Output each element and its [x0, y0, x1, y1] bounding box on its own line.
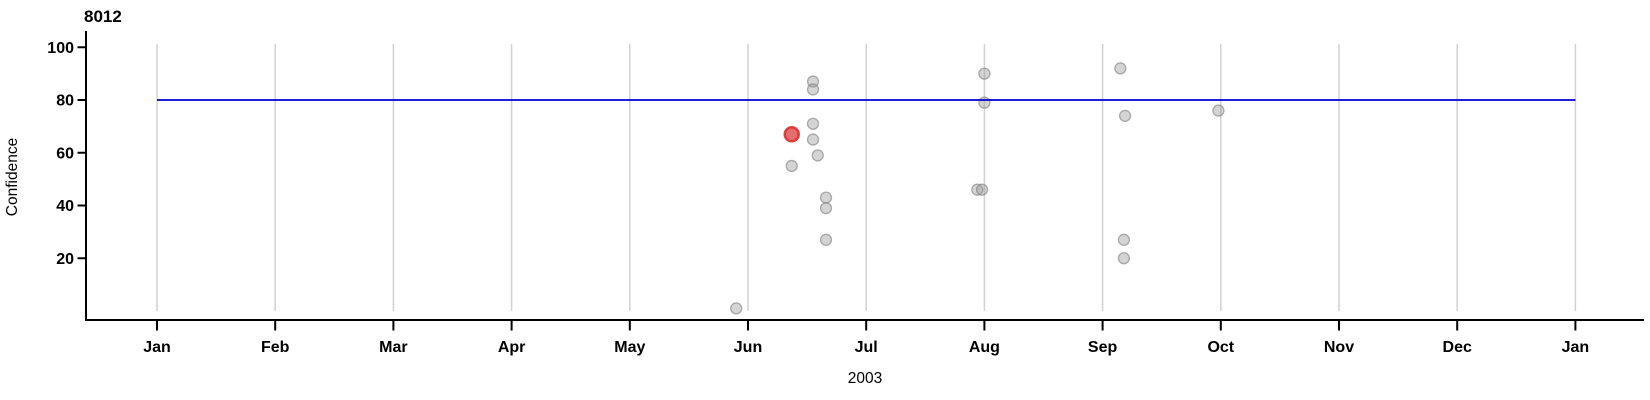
highlighted-data-point[interactable] [783, 126, 800, 143]
x-axis-month-label: Aug [969, 339, 1000, 356]
y-axis-tick-label: 80 [56, 93, 74, 110]
data-point[interactable] [1114, 62, 1127, 75]
x-axis-month-label: Nov [1324, 339, 1354, 356]
data-point[interactable] [819, 201, 833, 215]
data-point[interactable] [1212, 104, 1225, 117]
x-axis-month-label: Jul [855, 339, 878, 356]
x-axis-month-label: Mar [379, 339, 407, 356]
y-axis-tick-label: 20 [56, 251, 74, 268]
x-axis-month-label: Jun [734, 339, 762, 356]
y-axis-label: Confidence [4, 138, 21, 216]
x-axis-month-label: Sep [1088, 339, 1118, 356]
data-point[interactable] [978, 96, 991, 109]
x-axis-month-label: Oct [1207, 339, 1234, 356]
y-axis-tick-label: 40 [56, 198, 74, 215]
data-point[interactable] [811, 149, 824, 162]
data-point[interactable] [971, 183, 984, 196]
x-axis-month-label: Apr [498, 339, 526, 356]
data-point[interactable] [1117, 233, 1131, 246]
data-point[interactable] [1117, 252, 1131, 265]
axis-tick-labels: 20 40 60 80 100 Jan Feb Mar Apr May Jun Jul Aug Sep Oc… [47, 40, 1589, 356]
data-point[interactable] [819, 233, 833, 246]
x-axis-month-label: Feb [261, 339, 290, 356]
x-axis-year-label: 2003 [848, 370, 882, 387]
chart-title: 8012 [84, 7, 122, 26]
data-point[interactable] [1118, 109, 1132, 122]
data-point[interactable] [806, 133, 820, 146]
data-points [730, 62, 1225, 315]
data-point[interactable] [819, 191, 833, 204]
x-axis-month-label: May [614, 339, 645, 356]
data-point[interactable] [785, 159, 798, 173]
axes [77, 31, 1644, 331]
month-gridlines [156, 44, 1577, 311]
data-point[interactable] [978, 67, 991, 80]
y-axis-tick-label: 60 [56, 145, 74, 162]
x-axis-month-label: Jan [1562, 339, 1590, 356]
x-axis-month-label: Dec [1443, 339, 1472, 356]
data-point[interactable] [806, 83, 820, 96]
data-point[interactable] [730, 302, 743, 315]
data-point[interactable] [975, 183, 989, 196]
y-axis-tick-label: 100 [47, 40, 74, 57]
x-axis-month-label: Jan [143, 339, 171, 356]
data-point[interactable] [806, 117, 820, 130]
